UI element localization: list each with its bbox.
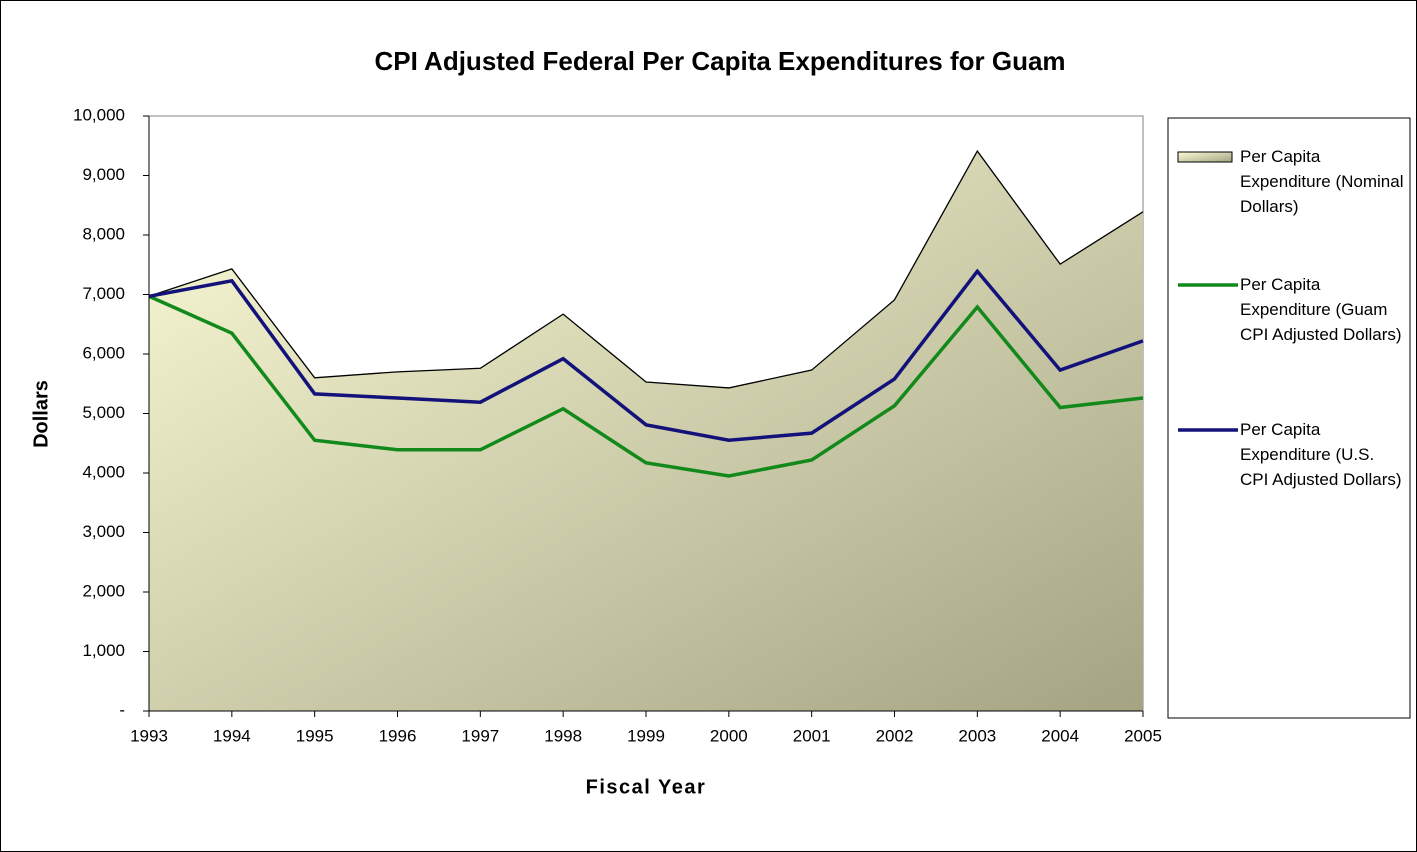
x-tick-label: 2002 <box>876 726 914 745</box>
y-axis-title: Dollars <box>30 380 52 448</box>
y-tick-label: 7,000 <box>82 284 125 303</box>
area-outline <box>148 149 1144 389</box>
x-tick-label: 2000 <box>710 726 748 745</box>
x-tick-label: 2001 <box>793 726 831 745</box>
x-tick-label: 1996 <box>379 726 417 745</box>
x-tick-label: 1997 <box>461 726 499 745</box>
y-tick-label: 9,000 <box>82 165 125 184</box>
x-tick-label: 2005 <box>1124 726 1162 745</box>
legend-label: Per Capita Expenditure (Guam CPI Adjuste… <box>1240 275 1402 344</box>
x-tick-label: 2004 <box>1041 726 1079 745</box>
line <box>148 294 1144 478</box>
y-tick-label: 3,000 <box>82 522 125 541</box>
y-tick-label: 2,000 <box>82 581 125 600</box>
y-tick-label: - <box>119 700 125 719</box>
y-tick-label: 5,000 <box>82 403 125 422</box>
x-tick-label: 1999 <box>627 726 665 745</box>
legend-swatch <box>1177 151 1233 163</box>
chart-title: CPI Adjusted Federal Per Capita Expendit… <box>374 46 1065 76</box>
area <box>149 151 1143 712</box>
y-tick-label: 6,000 <box>82 343 125 362</box>
y-tick-label: 4,000 <box>82 462 125 481</box>
y-tick-label: 10,000 <box>73 105 125 124</box>
y-tick-label: 8,000 <box>82 224 125 243</box>
legend-label: Per Capita Expenditure (U.S. CPI Adjuste… <box>1240 420 1402 489</box>
x-tick-label: 2003 <box>958 726 996 745</box>
x-tick-label: 1994 <box>213 726 251 745</box>
line <box>148 268 1144 443</box>
x-tick-label: 1993 <box>130 726 168 745</box>
x-tick-label: 1995 <box>296 726 334 745</box>
x-axis-title: Fiscal Year <box>586 776 707 798</box>
legend-box <box>1167 117 1411 719</box>
y-tick-label: 1,000 <box>82 641 125 660</box>
x-tick-label: 1998 <box>544 726 582 745</box>
legend-label: Per Capita Expenditure (Nominal Dollars) <box>1240 147 1404 216</box>
